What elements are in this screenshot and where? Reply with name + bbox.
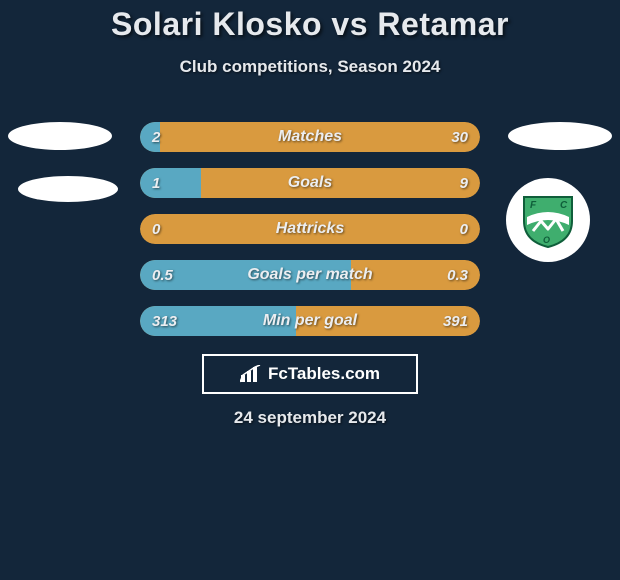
stat-row: Min per goal313391 [140,306,480,336]
stats-container: Matches230 Goals19 Hattricks00 Goals per ma… [140,122,480,352]
stat-bar-left [140,122,160,152]
brand-box: FcTables.com [202,354,418,394]
page-title: Solari Klosko vs Retamar [0,0,620,43]
stat-bar-right [140,214,480,244]
club-shield-icon: F C O [519,191,577,249]
stat-bar-right [140,122,480,152]
date-line: 24 september 2024 [0,408,620,428]
player-right-badge-1 [508,122,612,150]
stat-bar-left [140,260,351,290]
subtitle: Club competitions, Season 2024 [0,57,620,77]
stat-bar-left [140,168,201,198]
player-left-badge-2 [18,176,118,202]
player-left-badge-1 [8,122,112,150]
stat-row: Goals per match0.50.3 [140,260,480,290]
player-right-club-badge: F C O [506,178,590,262]
svg-text:C: C [560,200,568,211]
stat-row: Hattricks00 [140,214,480,244]
stat-row: Goals19 [140,168,480,198]
svg-text:F: F [530,200,537,211]
brand-text: FcTables.com [268,364,380,384]
stat-bar-left [140,306,296,336]
svg-text:O: O [543,235,550,245]
bar-chart-icon [240,365,262,383]
stat-row: Matches230 [140,122,480,152]
